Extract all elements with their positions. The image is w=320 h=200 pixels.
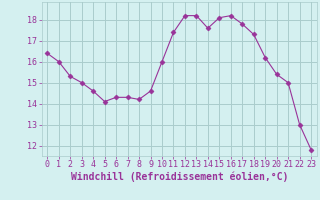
X-axis label: Windchill (Refroidissement éolien,°C): Windchill (Refroidissement éolien,°C) xyxy=(70,172,288,182)
